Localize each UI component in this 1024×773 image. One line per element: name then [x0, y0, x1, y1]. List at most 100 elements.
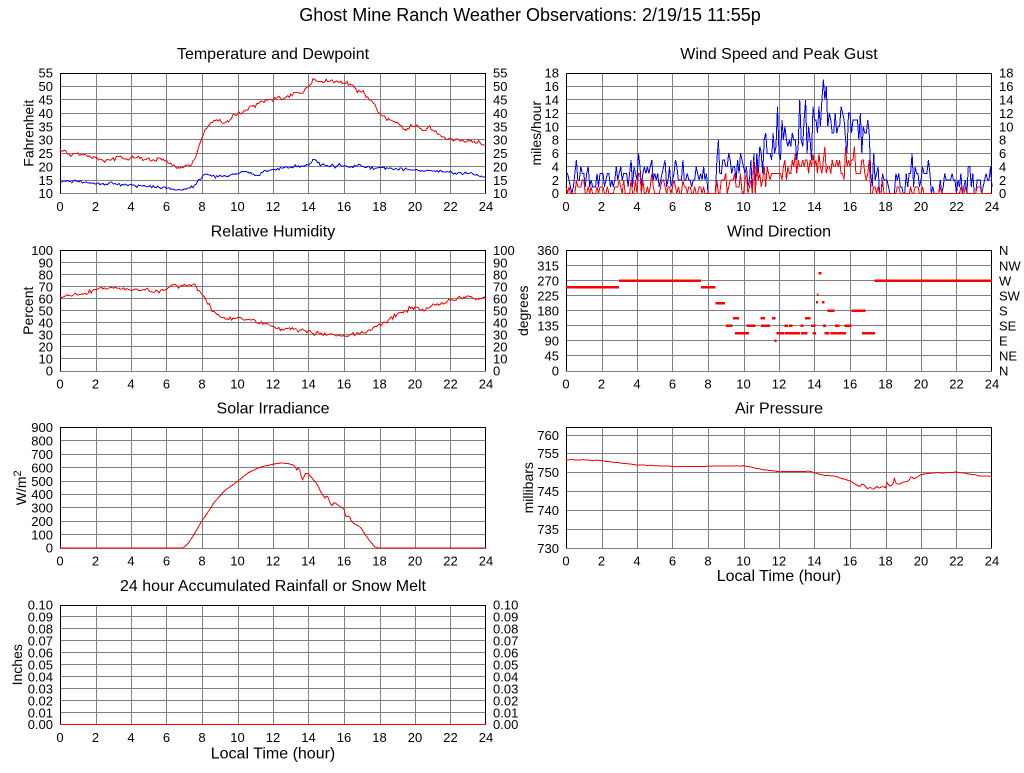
svg-text:8: 8	[198, 553, 205, 568]
svg-text:300: 300	[31, 501, 53, 516]
svg-text:0.06: 0.06	[28, 646, 53, 661]
svg-text:10: 10	[493, 352, 507, 367]
svg-text:10: 10	[39, 186, 53, 201]
svg-text:50: 50	[39, 303, 53, 318]
svg-text:55: 55	[493, 66, 507, 81]
svg-text:0.08: 0.08	[28, 622, 53, 637]
svg-text:22: 22	[443, 730, 457, 745]
svg-text:degrees: degrees	[515, 285, 531, 336]
svg-text:Relative Humidity: Relative Humidity	[211, 223, 335, 240]
svg-text:2: 2	[598, 553, 605, 568]
svg-text:10: 10	[999, 119, 1013, 134]
svg-text:40: 40	[39, 106, 53, 121]
svg-text:10: 10	[230, 376, 244, 391]
svg-text:0: 0	[999, 186, 1006, 201]
svg-text:N: N	[999, 364, 1008, 379]
svg-text:8: 8	[198, 730, 205, 745]
svg-text:22: 22	[443, 376, 457, 391]
svg-text:10: 10	[230, 199, 244, 214]
svg-text:0.10: 0.10	[493, 598, 518, 613]
svg-text:18: 18	[999, 66, 1013, 81]
svg-text:2: 2	[92, 199, 99, 214]
svg-text:80: 80	[39, 267, 53, 282]
svg-text:30: 30	[493, 328, 507, 343]
svg-text:Solar Irradiance: Solar Irradiance	[217, 400, 330, 417]
svg-text:Air Pressure: Air Pressure	[735, 400, 823, 417]
svg-text:45: 45	[39, 92, 53, 107]
svg-text:180: 180	[537, 303, 559, 318]
svg-text:15: 15	[39, 173, 53, 188]
svg-text:4: 4	[633, 199, 640, 214]
svg-text:0: 0	[56, 730, 63, 745]
svg-text:16: 16	[337, 730, 351, 745]
svg-text:Wind Direction: Wind Direction	[727, 223, 831, 240]
svg-text:0: 0	[56, 553, 63, 568]
svg-text:8: 8	[999, 133, 1006, 148]
svg-text:70: 70	[39, 279, 53, 294]
svg-text:30: 30	[39, 328, 53, 343]
svg-text:14: 14	[301, 553, 315, 568]
svg-text:20: 20	[39, 340, 53, 355]
svg-text:35: 35	[39, 119, 53, 134]
svg-text:60: 60	[493, 291, 507, 306]
svg-text:20: 20	[914, 376, 928, 391]
svg-text:4: 4	[999, 159, 1006, 174]
svg-text:16: 16	[843, 376, 857, 391]
svg-text:16: 16	[337, 199, 351, 214]
svg-text:10: 10	[736, 553, 750, 568]
svg-text:315: 315	[537, 258, 559, 273]
svg-text:22: 22	[949, 376, 963, 391]
svg-text:S: S	[999, 303, 1008, 318]
svg-text:745: 745	[537, 484, 559, 499]
svg-text:0: 0	[56, 376, 63, 391]
svg-text:Temperature and Dewpoint: Temperature and Dewpoint	[177, 46, 370, 63]
svg-text:0.05: 0.05	[28, 657, 53, 672]
svg-text:2: 2	[552, 173, 559, 188]
svg-text:0: 0	[493, 364, 500, 379]
svg-text:0.00: 0.00	[493, 717, 518, 732]
svg-text:20: 20	[408, 730, 422, 745]
svg-text:14: 14	[807, 376, 821, 391]
svg-text:0.10: 0.10	[28, 598, 53, 613]
svg-text:0: 0	[562, 199, 569, 214]
svg-text:14: 14	[999, 92, 1013, 107]
svg-text:24: 24	[479, 199, 493, 214]
svg-text:6: 6	[163, 199, 170, 214]
svg-text:20: 20	[914, 199, 928, 214]
svg-text:18: 18	[372, 376, 386, 391]
svg-text:8: 8	[198, 376, 205, 391]
svg-text:6: 6	[552, 146, 559, 161]
svg-text:16: 16	[999, 79, 1013, 94]
svg-text:6: 6	[999, 146, 1006, 161]
svg-text:4: 4	[127, 553, 134, 568]
svg-text:40: 40	[39, 316, 53, 331]
svg-text:10: 10	[545, 119, 559, 134]
svg-text:12: 12	[999, 106, 1013, 121]
svg-text:0: 0	[552, 364, 559, 379]
svg-text:24: 24	[479, 730, 493, 745]
svg-text:4: 4	[633, 553, 640, 568]
svg-text:24: 24	[479, 553, 493, 568]
svg-text:6: 6	[669, 553, 676, 568]
svg-text:4: 4	[633, 376, 640, 391]
svg-text:0.04: 0.04	[28, 669, 53, 684]
svg-text:4: 4	[552, 159, 559, 174]
svg-text:0: 0	[552, 186, 559, 201]
svg-text:16: 16	[545, 79, 559, 94]
svg-text:740: 740	[537, 503, 559, 518]
svg-text:18: 18	[372, 199, 386, 214]
svg-text:22: 22	[443, 553, 457, 568]
svg-text:N: N	[999, 243, 1008, 258]
svg-text:0: 0	[46, 541, 53, 556]
svg-text:8: 8	[552, 133, 559, 148]
svg-text:4: 4	[127, 199, 134, 214]
svg-text:18: 18	[372, 730, 386, 745]
svg-text:400: 400	[31, 487, 53, 502]
svg-text:900: 900	[31, 420, 53, 435]
svg-text:6: 6	[163, 730, 170, 745]
svg-text:30: 30	[493, 133, 507, 148]
svg-text:12: 12	[772, 376, 786, 391]
svg-text:50: 50	[39, 79, 53, 94]
svg-text:6: 6	[163, 553, 170, 568]
svg-text:16: 16	[337, 553, 351, 568]
